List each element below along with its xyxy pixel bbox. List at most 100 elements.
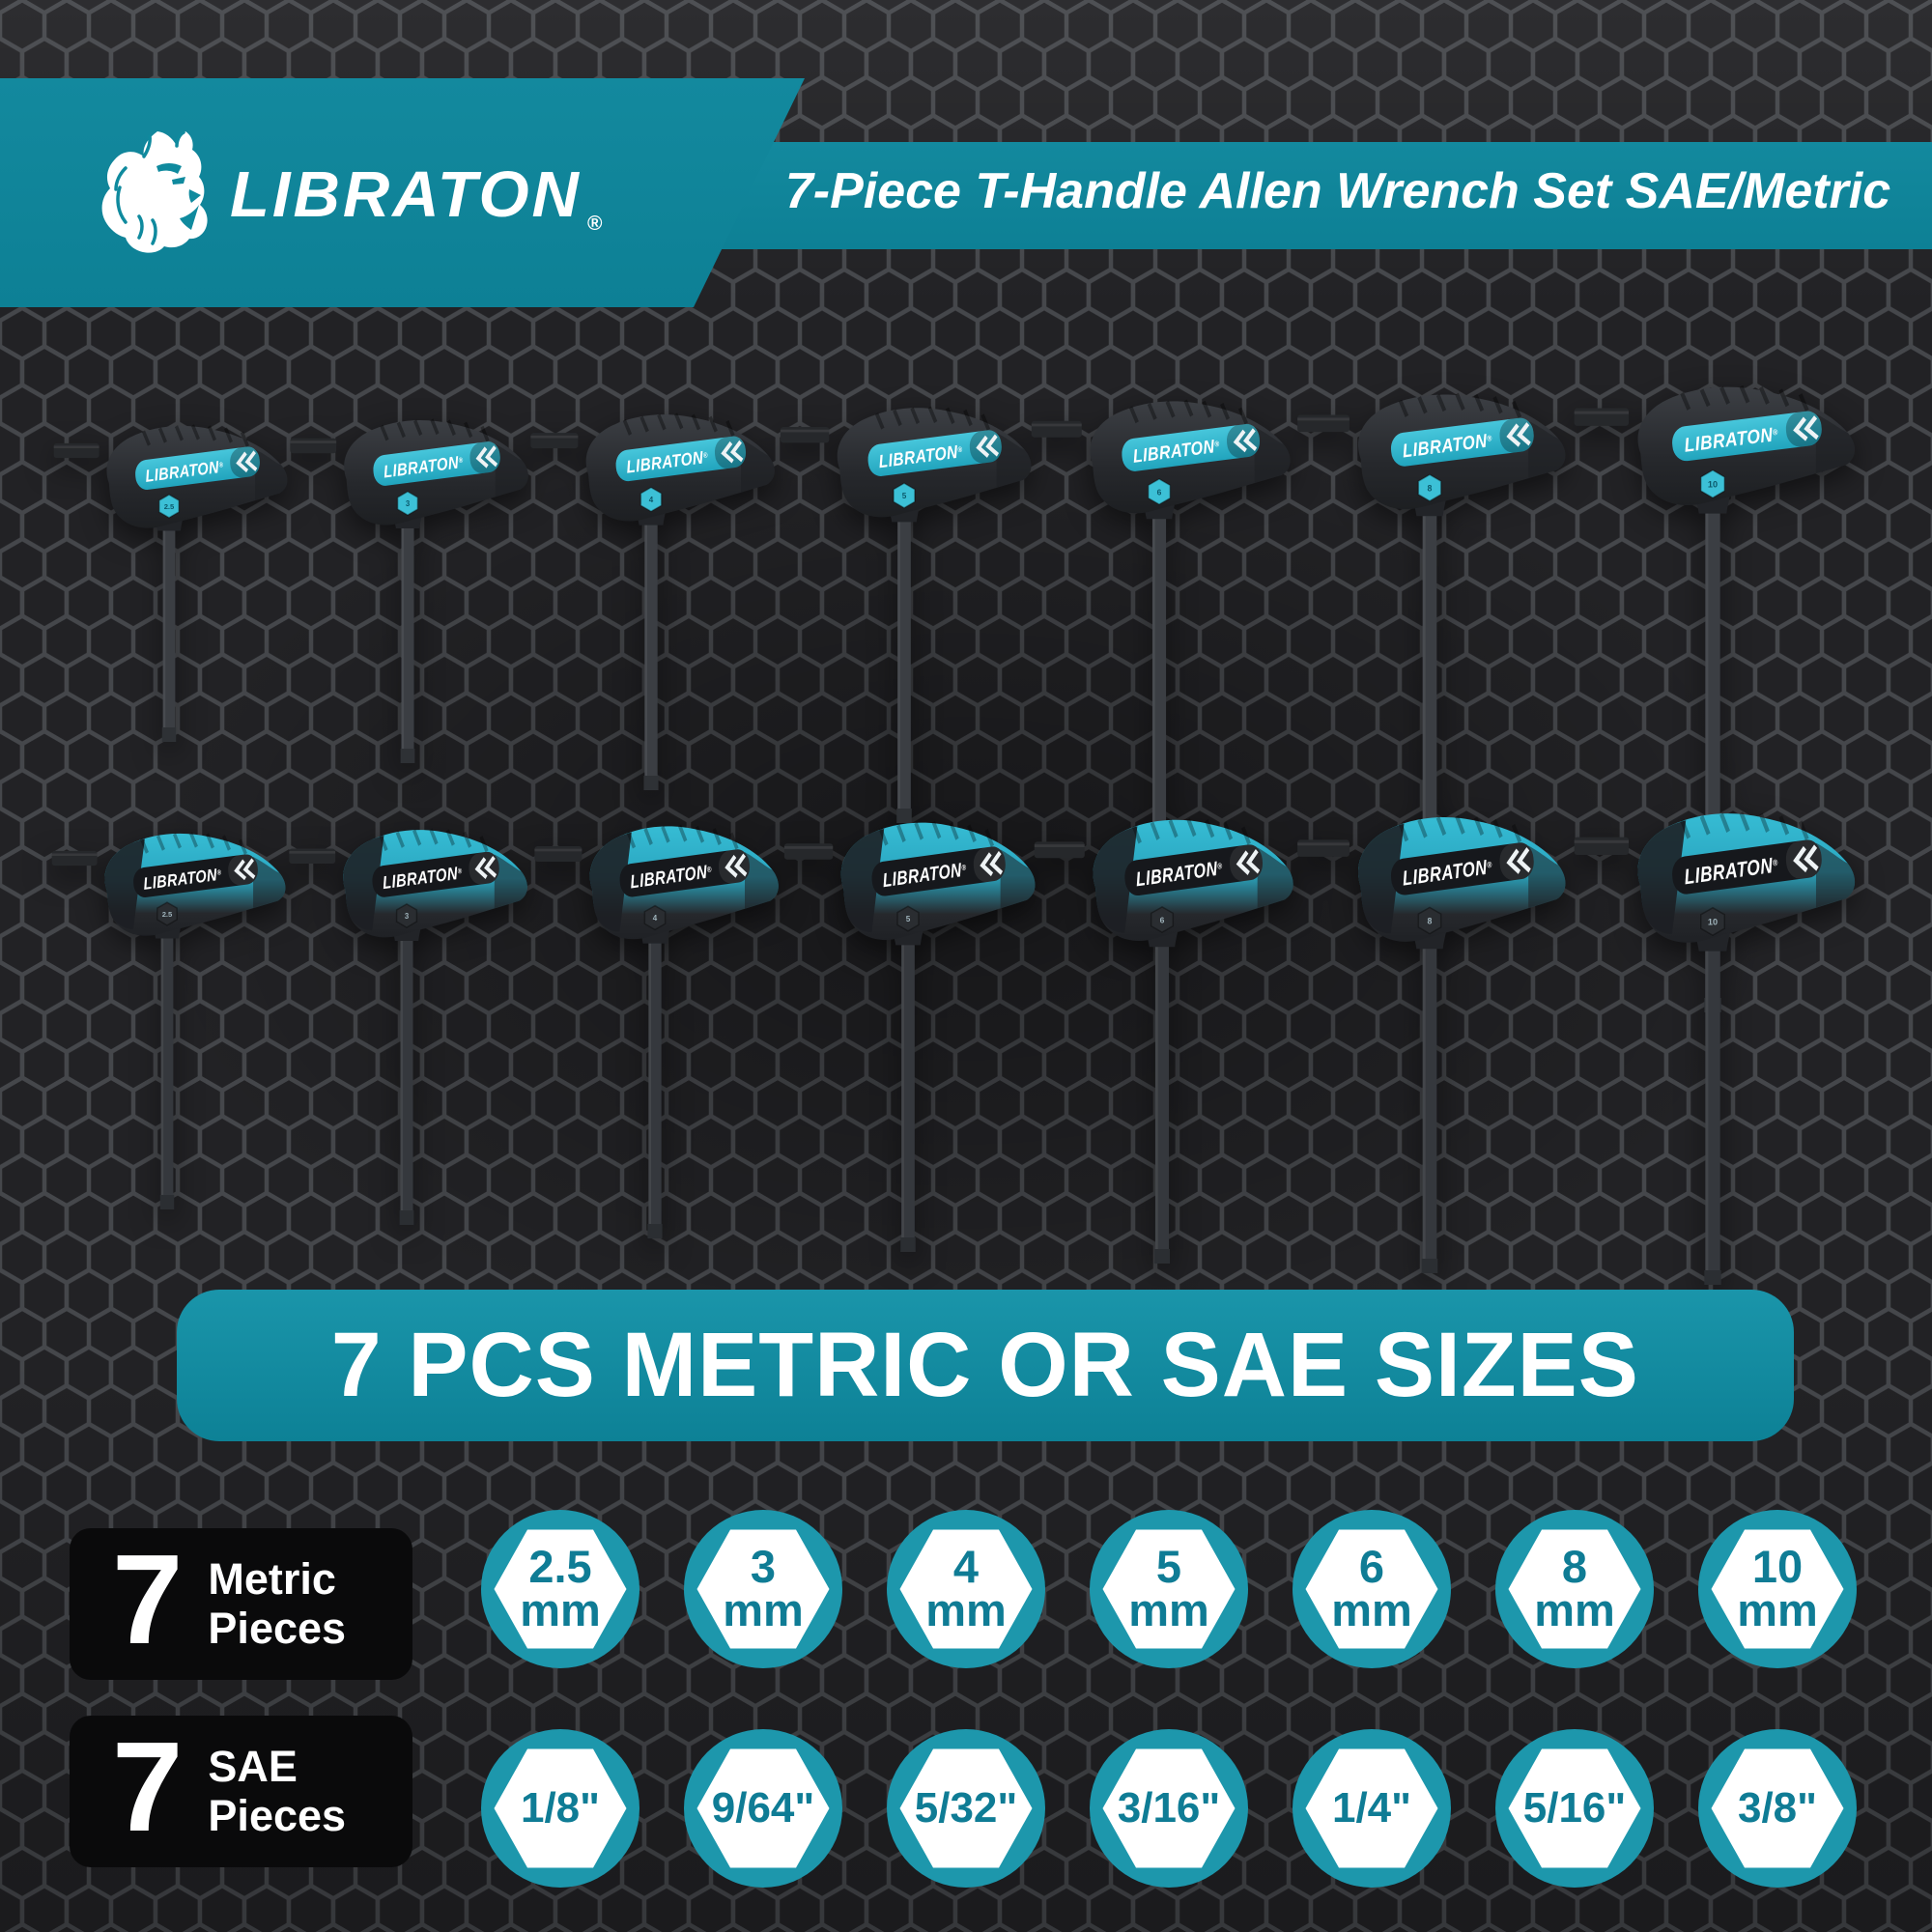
hex-badge-icon [481, 1510, 639, 1668]
metric-size-badge-0: 2.5 mm [481, 1510, 639, 1668]
hex-badge-label: 3 mm [723, 1541, 804, 1635]
svg-text:3: 3 [405, 912, 410, 921]
hex-badge-label: 2.5 mm [520, 1541, 601, 1635]
hex-nut-icon [1700, 906, 1725, 937]
svg-text:6: 6 [1157, 487, 1162, 497]
handle-label: LIBRATON® [1124, 844, 1264, 896]
svg-text:2.5: 2.5 [164, 502, 175, 511]
bottom-row-wrench-5: LIBRATON® 6 [1034, 817, 1293, 1264]
metric-size-badge-2: 4 mm [887, 1510, 1045, 1668]
hex-badge-icon [1090, 1510, 1248, 1668]
sae-size-badge-0: 1/8" [481, 1729, 639, 1888]
svg-text:3: 3 [406, 499, 411, 508]
svg-text:5: 5 [902, 492, 907, 500]
handle-label: LIBRATON® [867, 430, 1002, 476]
hex-badge-icon [1495, 1510, 1654, 1668]
top-row-wrench-5: LIBRATON® 6 [1031, 399, 1291, 862]
metric-size-badge-3: 5 mm [1090, 1510, 1248, 1668]
bottom-row-wrench-6: LIBRATON® 8 [1297, 814, 1566, 1273]
hex-badge-icon [887, 1729, 1045, 1888]
handle-label: LIBRATON® [372, 851, 499, 897]
hex-badge-label: 4 mm [925, 1541, 1007, 1635]
hex-badge-icon [1293, 1510, 1451, 1668]
handle-label: LIBRATON® [1672, 839, 1822, 895]
top-row-wrench-1: LIBRATON® 2.5 [53, 424, 288, 742]
hex-badge-icon [1698, 1510, 1857, 1668]
hex-badge-icon [1090, 1729, 1248, 1888]
top-row-wrench-6: LIBRATON® 8 [1297, 392, 1566, 932]
lion-logo-icon [101, 130, 208, 253]
handle-label: LIBRATON® [1122, 424, 1261, 471]
hex-badge-label: 3/16" [1117, 1784, 1221, 1832]
metric-count-number: 7 [112, 1527, 184, 1670]
hex-badge-label: 10 mm [1737, 1541, 1818, 1635]
sizes-banner: 7 PCS METRIC OR SAE SIZES [177, 1290, 1794, 1441]
hex-badge-icon [481, 1729, 639, 1888]
top-row-wrench-7: LIBRATON® 10 [1574, 384, 1856, 1012]
top-row-wrench-4: LIBRATON® 5 [780, 406, 1032, 823]
handle-label: LIBRATON® [615, 436, 747, 482]
hex-nut-icon [643, 904, 667, 931]
sae-count-label: SAE Pieces [208, 1742, 347, 1840]
metric-size-badge-4: 6 mm [1293, 1510, 1451, 1668]
hex-badge-label: 5/32" [914, 1784, 1018, 1832]
svg-text:8: 8 [1428, 483, 1433, 493]
hex-nut-icon [1147, 477, 1172, 506]
sizes-banner-text: 7 PCS METRIC OR SAE SIZES [330, 1314, 1639, 1416]
svg-text:8: 8 [1428, 916, 1433, 925]
metric-count-label: Metric Pieces [208, 1554, 347, 1653]
handle-label: LIBRATON® [373, 441, 500, 486]
top-row-wrench-2: LIBRATON® 3 [290, 418, 528, 763]
svg-text:2.5: 2.5 [162, 910, 173, 919]
hex-nut-icon [639, 486, 663, 513]
handle-label: LIBRATON® [133, 854, 258, 897]
hex-badge-label: 8 mm [1534, 1541, 1615, 1635]
sae-count-badge: 7 SAE Pieces [70, 1716, 412, 1867]
hex-nut-icon [395, 902, 418, 929]
bottom-row-wrench-2: LIBRATON® 3 [289, 828, 527, 1225]
top-row-wrench-3: LIBRATON® 4 [530, 412, 775, 790]
sae-size-badge-3: 3/16" [1090, 1729, 1248, 1888]
hex-badge-label: 5/16" [1522, 1784, 1627, 1832]
hex-nut-icon [893, 482, 916, 509]
svg-text:6: 6 [1160, 915, 1165, 924]
brand-name: LIBRATON [230, 158, 582, 231]
handle-label: LIBRATON® [871, 846, 1006, 896]
hex-nut-icon [896, 905, 920, 932]
handle-label: LIBRATON® [1672, 411, 1822, 462]
svg-text:10: 10 [1708, 480, 1718, 490]
hex-badge-icon [1495, 1729, 1654, 1888]
metric-size-badge-6: 10 mm [1698, 1510, 1857, 1668]
hex-nut-icon [156, 901, 178, 926]
sae-size-badge-1: 9/64" [684, 1729, 842, 1888]
hex-badge-label: 5 mm [1128, 1541, 1209, 1635]
metric-size-badge-5: 8 mm [1495, 1510, 1654, 1668]
brand-wordmark: LIBRATON ® [230, 157, 602, 236]
sae-size-badge-5: 5/16" [1495, 1729, 1654, 1888]
hex-nut-icon [1700, 469, 1725, 499]
hex-badge-icon [887, 1510, 1045, 1668]
hex-badge-icon [684, 1729, 842, 1888]
svg-text:4: 4 [653, 914, 658, 923]
hex-badge-label: 9/64" [711, 1784, 815, 1832]
handle-label: LIBRATON® [1390, 417, 1534, 467]
metric-count-badge: 7 Metric Pieces [70, 1528, 412, 1680]
bottom-row-wrench-3: LIBRATON® 4 [534, 824, 779, 1238]
hex-badge-icon [1698, 1729, 1857, 1888]
hex-badge-label: 1/4" [1331, 1784, 1412, 1832]
handle-label: LIBRATON® [1390, 842, 1534, 895]
hex-nut-icon [1417, 473, 1442, 502]
registered-mark: ® [586, 213, 603, 235]
svg-text:4: 4 [649, 496, 654, 504]
metric-size-badge-1: 3 mm [684, 1510, 842, 1668]
bottom-row-wrench-7: LIBRATON® 10 [1574, 811, 1856, 1285]
hex-badge-label: 6 mm [1331, 1541, 1412, 1635]
sae-size-badge-2: 5/32" [887, 1729, 1045, 1888]
product-title: 7-Piece T-Handle Allen Wrench Set SAE/Me… [784, 163, 1891, 219]
bottom-row-wrench-1: LIBRATON® 2.5 [51, 832, 286, 1209]
hex-nut-icon [1150, 905, 1175, 934]
sae-size-badge-6: 3/8" [1698, 1729, 1857, 1888]
